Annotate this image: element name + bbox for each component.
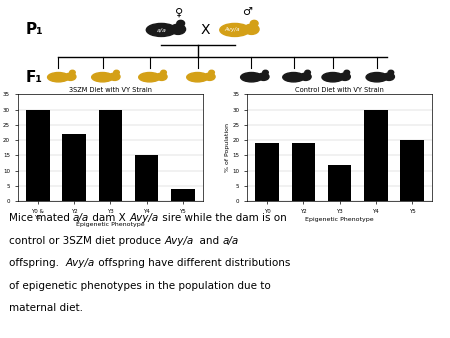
Ellipse shape [48,72,69,82]
Text: ♂: ♂ [243,7,252,18]
Ellipse shape [241,72,262,82]
Text: a/a: a/a [223,236,239,245]
Ellipse shape [187,72,208,82]
Text: Avy/a: Avy/a [164,236,194,245]
Circle shape [263,70,268,75]
Ellipse shape [300,73,311,80]
X-axis label: Epigenetic Phenotype: Epigenetic Phenotype [76,222,144,227]
Circle shape [388,70,394,75]
Ellipse shape [65,73,76,80]
Circle shape [250,20,258,26]
Circle shape [70,70,75,75]
Bar [328,165,351,201]
Ellipse shape [92,72,113,82]
Bar [256,143,279,201]
Bar [292,143,315,201]
Ellipse shape [322,72,344,82]
X-axis label: Epigenetic Phenotype: Epigenetic Phenotype [306,217,374,222]
Text: P₁: P₁ [26,22,44,38]
Ellipse shape [383,73,394,80]
Text: Mice mated: Mice mated [9,213,73,223]
Text: Avy/a: Avy/a [224,27,239,32]
Text: a/a: a/a [156,27,166,32]
Text: Avy/a: Avy/a [65,258,94,268]
Text: offspring.: offspring. [9,258,65,268]
Ellipse shape [204,73,215,80]
Ellipse shape [366,72,388,82]
Bar [135,155,158,201]
Ellipse shape [244,24,259,34]
Title: Control Diet with VY Strain: Control Diet with VY Strain [295,87,384,93]
Text: of epigenetic phenotypes in the population due to: of epigenetic phenotypes in the populati… [9,281,270,291]
Text: Avy/a: Avy/a [129,213,158,223]
Title: 3SZM Diet with VY Strain: 3SZM Diet with VY Strain [69,87,152,93]
Bar [63,134,86,201]
Ellipse shape [283,72,305,82]
Circle shape [209,70,214,75]
Ellipse shape [146,23,176,37]
Text: X: X [201,23,210,37]
Text: dam X: dam X [89,213,129,223]
Circle shape [161,70,166,75]
Text: maternal diet.: maternal diet. [9,303,83,313]
Bar [171,189,194,201]
Bar [400,140,424,201]
Circle shape [177,20,184,26]
Circle shape [344,70,350,75]
Ellipse shape [258,73,269,80]
Circle shape [114,70,119,75]
Text: a/a: a/a [73,213,89,223]
Ellipse shape [139,72,160,82]
Bar [364,110,387,201]
Circle shape [305,70,310,75]
Text: sire while the dam is on: sire while the dam is on [158,213,286,223]
Text: and: and [194,236,223,245]
Text: F₁: F₁ [26,70,43,85]
Ellipse shape [220,23,250,37]
Ellipse shape [156,73,167,80]
Text: control or 3SZM diet produce: control or 3SZM diet produce [9,236,164,245]
Text: offspring have different distributions: offspring have different distributions [94,258,290,268]
Y-axis label: % of Population: % of Population [225,123,230,172]
Ellipse shape [109,73,120,80]
Bar [26,110,50,201]
Ellipse shape [339,73,350,80]
Text: ♀: ♀ [175,7,183,18]
Ellipse shape [171,24,185,34]
Bar [99,110,122,201]
